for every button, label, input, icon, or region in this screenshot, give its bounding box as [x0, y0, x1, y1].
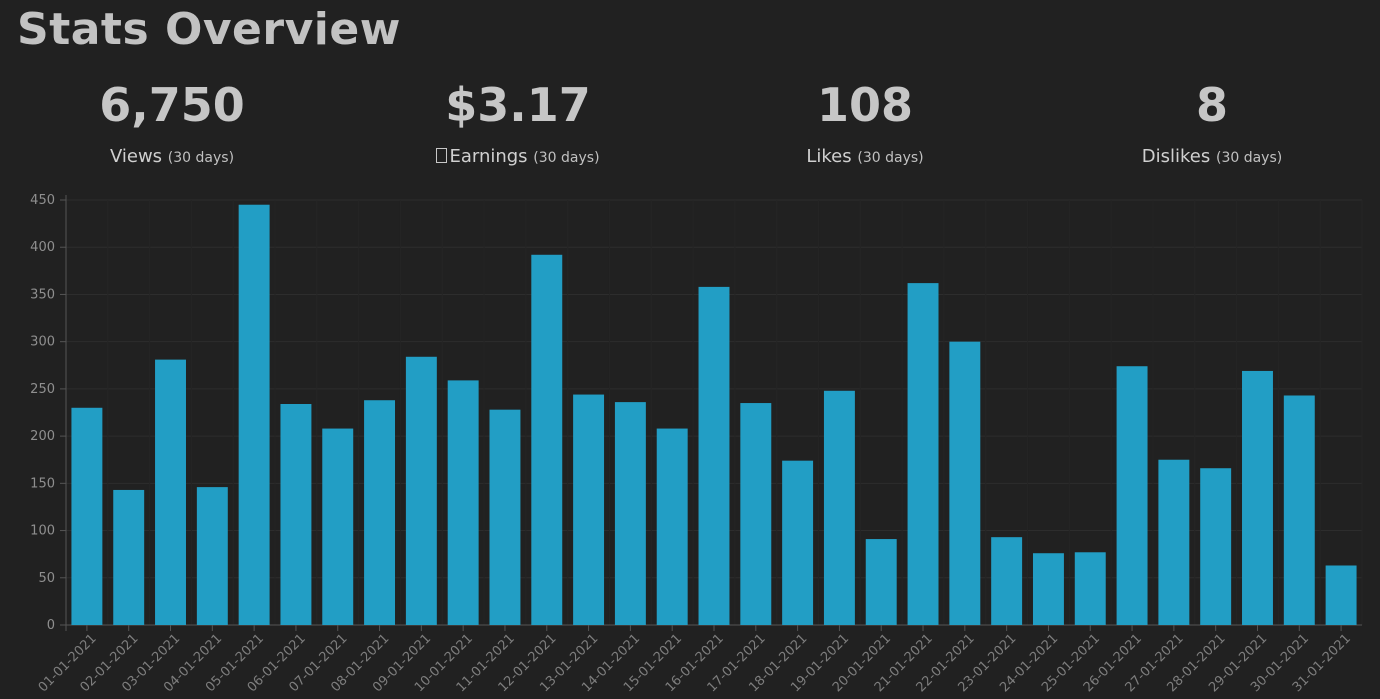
y-tick-label: 400 [30, 240, 55, 255]
stat-dislikes-value: 8 [1195, 78, 1228, 132]
bar-15-01-2021 [656, 428, 688, 625]
bar-11-01-2021 [489, 409, 521, 625]
stat-views: 6,750 Views (30 days) [22, 70, 322, 167]
bar-02-01-2021 [113, 489, 145, 625]
bar-18-01-2021 [782, 460, 814, 625]
y-tick-label: 250 [30, 382, 55, 397]
y-tick-label: 200 [30, 429, 55, 444]
bar-01-01-2021 [71, 407, 103, 625]
bar-28-01-2021 [1200, 468, 1232, 625]
bar-04-01-2021 [196, 487, 228, 625]
y-tick-label: 50 [38, 571, 55, 586]
bar-16-01-2021 [698, 286, 730, 625]
stat-views-period: (30 days) [167, 150, 235, 166]
bar-31-01-2021 [1325, 565, 1357, 625]
stat-likes-label: Likes [806, 146, 852, 167]
missing-glyph-icon [436, 148, 448, 163]
stats-summary: 6,750 Views (30 days) $3.17 Earnings (30… [0, 70, 1380, 180]
y-tick-label: 350 [30, 287, 55, 302]
stat-earnings-period: (30 days) [533, 150, 600, 166]
y-tick-label: 450 [30, 193, 55, 208]
stat-likes: 108 Likes (30 days) [715, 70, 1015, 167]
bar-26-01-2021 [1116, 366, 1148, 625]
bar-20-01-2021 [865, 539, 897, 625]
stat-dislikes-label: Dislikes [1141, 146, 1211, 167]
stat-views-value: 6,750 [99, 78, 245, 132]
stat-dislikes-period: (30 days) [1215, 150, 1283, 166]
bar-30-01-2021 [1283, 395, 1315, 625]
bar-19-01-2021 [823, 390, 855, 625]
bar-05-01-2021 [238, 204, 270, 625]
y-tick-label: 300 [30, 335, 55, 350]
page-title: Stats Overview [17, 4, 401, 55]
bar-24-01-2021 [1032, 553, 1064, 625]
y-tick-label: 150 [30, 476, 55, 491]
stat-views-label: Views [109, 146, 163, 167]
bar-03-01-2021 [155, 359, 186, 625]
bar-27-01-2021 [1158, 459, 1190, 625]
bar-07-01-2021 [322, 428, 354, 625]
bar-29-01-2021 [1242, 370, 1273, 625]
stat-earnings-value: $3.17 [445, 78, 591, 132]
bar-12-01-2021 [531, 254, 563, 625]
bar-21-01-2021 [907, 283, 939, 625]
y-tick-label: 100 [30, 524, 55, 539]
stat-likes-period: (30 days) [857, 150, 924, 166]
bar-23-01-2021 [991, 537, 1023, 625]
views-bar-chart: 05010015020025030035040045001-01-202102-… [30, 193, 1363, 695]
stat-likes-value: 108 [816, 78, 914, 132]
bar-09-01-2021 [405, 356, 437, 625]
stat-earnings-label: Earnings [449, 146, 528, 167]
bar-17-01-2021 [740, 403, 772, 625]
stat-dislikes: 8 Dislikes (30 days) [1062, 70, 1362, 167]
bar-10-01-2021 [447, 380, 479, 625]
bar-25-01-2021 [1074, 552, 1106, 625]
bar-22-01-2021 [949, 341, 981, 625]
bar-08-01-2021 [364, 400, 396, 625]
bar-13-01-2021 [573, 394, 605, 625]
y-tick-label: 0 [47, 618, 55, 633]
stat-earnings: $3.17 Earnings (30 days) [368, 70, 668, 167]
bar-06-01-2021 [280, 404, 312, 625]
bar-14-01-2021 [614, 402, 646, 625]
